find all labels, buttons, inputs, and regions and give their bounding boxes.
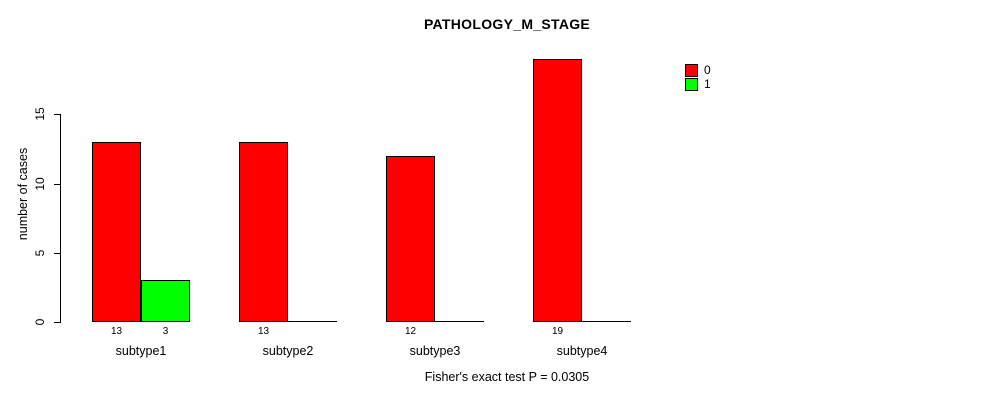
bar-subtype3-series-0 (386, 156, 435, 322)
category-label-subtype4: subtype4 (556, 344, 608, 358)
chart-title: PATHOLOGY_M_STAGE (423, 16, 591, 32)
bar-subtype4-series-0 (533, 59, 582, 322)
category-label-subtype2: subtype2 (262, 344, 314, 358)
bar-value-subtype1-series-1: 3 (162, 326, 169, 337)
footnote: Fisher's exact test P = 0.0305 (424, 370, 590, 384)
legend-label: 0 (704, 63, 711, 77)
y-tick-10 (54, 184, 60, 185)
y-tick-5 (54, 253, 60, 254)
y-tick-label-0: 0 (33, 318, 47, 326)
bar-value-subtype1-series-0: 13 (110, 326, 123, 337)
category-label-subtype1: subtype1 (115, 344, 167, 358)
zero-bar-subtype4-series-1 (582, 321, 631, 322)
legend-row-1: 1 (685, 78, 711, 91)
zero-bar-subtype3-series-1 (435, 321, 484, 322)
bar-subtype2-series-0 (239, 142, 288, 322)
category-label-subtype3: subtype3 (409, 344, 461, 358)
bar-subtype1-series-0 (92, 142, 141, 322)
zero-bar-subtype2-series-1 (288, 321, 337, 322)
bar-value-subtype2-series-0: 13 (257, 326, 270, 337)
y-tick-15 (54, 114, 60, 115)
bar-value-subtype3-series-0: 12 (404, 326, 417, 337)
y-tick-label-10: 10 (33, 177, 47, 191)
legend-swatch-icon (685, 78, 698, 91)
y-tick-label-5: 5 (33, 249, 47, 257)
legend-label: 1 (704, 77, 711, 91)
y-tick-0 (54, 322, 60, 323)
y-tick-label-15: 15 (33, 107, 47, 121)
bar-subtype1-series-1 (141, 280, 190, 322)
bar-value-subtype4-series-0: 19 (551, 326, 564, 337)
legend-swatch-icon (685, 64, 698, 77)
y-axis-line (60, 114, 61, 323)
legend-row-0: 0 (685, 64, 711, 77)
